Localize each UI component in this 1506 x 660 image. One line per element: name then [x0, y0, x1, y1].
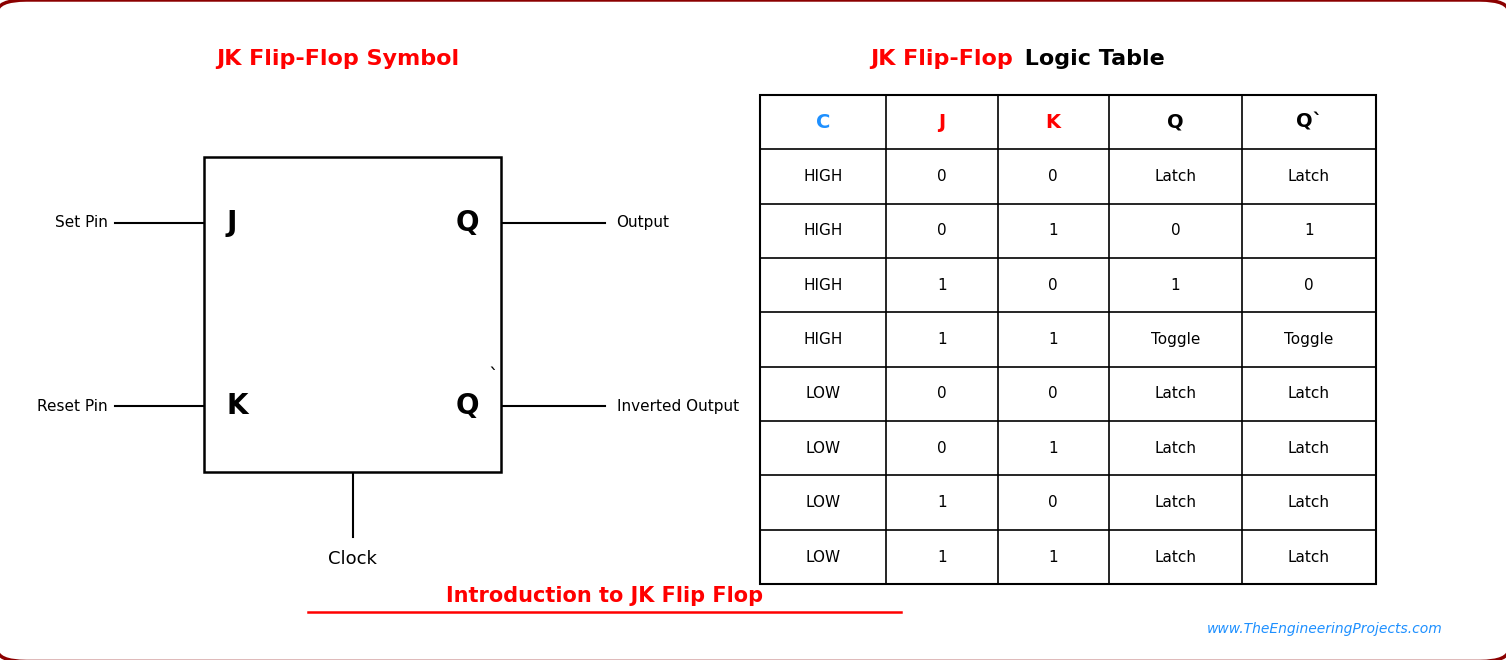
Text: J: J [227, 209, 236, 237]
Text: 0: 0 [1048, 387, 1059, 401]
Text: Logic Table: Logic Table [1017, 49, 1164, 69]
Text: 0: 0 [937, 223, 947, 238]
Text: Latch: Latch [1155, 441, 1197, 456]
Text: 1: 1 [1048, 441, 1059, 456]
Text: Introduction to JK Flip Flop: Introduction to JK Flip Flop [446, 586, 764, 606]
Text: Latch: Latch [1288, 550, 1330, 564]
Text: Clock: Clock [328, 550, 376, 568]
Text: 1: 1 [1048, 332, 1059, 347]
Text: LOW: LOW [806, 495, 840, 510]
Text: 0: 0 [937, 387, 947, 401]
Text: 1: 1 [937, 278, 947, 293]
Text: 0: 0 [1048, 169, 1059, 184]
Text: Set Pin: Set Pin [56, 215, 108, 230]
Text: Latch: Latch [1288, 387, 1330, 401]
Text: JK Flip-Flop: JK Flip-Flop [869, 49, 1012, 69]
Text: 1: 1 [1304, 223, 1313, 238]
Text: `: ` [488, 367, 498, 386]
Text: LOW: LOW [806, 441, 840, 456]
Text: 0: 0 [937, 169, 947, 184]
Text: 0: 0 [1170, 223, 1181, 238]
Text: LOW: LOW [806, 550, 840, 564]
Text: www.TheEngineeringProjects.com: www.TheEngineeringProjects.com [1206, 622, 1443, 636]
Text: 1: 1 [937, 550, 947, 564]
Text: 1: 1 [1170, 278, 1181, 293]
Text: Reset Pin: Reset Pin [38, 399, 108, 414]
Text: Toggle: Toggle [1285, 332, 1334, 347]
Text: 0: 0 [1048, 495, 1059, 510]
Text: 1: 1 [937, 495, 947, 510]
Text: Latch: Latch [1155, 495, 1197, 510]
Text: HIGH: HIGH [804, 169, 843, 184]
Text: 0: 0 [1304, 278, 1313, 293]
Text: LOW: LOW [806, 387, 840, 401]
Text: 1: 1 [1048, 223, 1059, 238]
Text: HIGH: HIGH [804, 223, 843, 238]
Text: 1: 1 [1048, 550, 1059, 564]
Text: Toggle: Toggle [1151, 332, 1200, 347]
Text: Q: Q [455, 209, 479, 237]
Text: C: C [816, 113, 831, 131]
Text: JK Flip-Flop Symbol: JK Flip-Flop Symbol [217, 49, 459, 69]
Text: Q: Q [1167, 113, 1184, 131]
Text: Output: Output [616, 215, 670, 230]
Text: Latch: Latch [1288, 169, 1330, 184]
Text: 0: 0 [1048, 278, 1059, 293]
Text: K: K [1045, 113, 1060, 131]
Text: Inverted Output: Inverted Output [616, 399, 739, 414]
Text: Latch: Latch [1288, 495, 1330, 510]
Bar [205, 157, 501, 471]
Bar [761, 95, 1375, 584]
Text: 0: 0 [937, 441, 947, 456]
Text: Latch: Latch [1155, 169, 1197, 184]
Text: 1: 1 [937, 332, 947, 347]
Text: HIGH: HIGH [804, 278, 843, 293]
Text: Latch: Latch [1155, 550, 1197, 564]
Text: HIGH: HIGH [804, 332, 843, 347]
Text: J: J [938, 113, 946, 131]
Text: Latch: Latch [1155, 387, 1197, 401]
Text: Latch: Latch [1288, 441, 1330, 456]
Text: Q`: Q` [1295, 113, 1322, 131]
Text: K: K [227, 392, 248, 420]
Text: Q: Q [455, 392, 479, 420]
